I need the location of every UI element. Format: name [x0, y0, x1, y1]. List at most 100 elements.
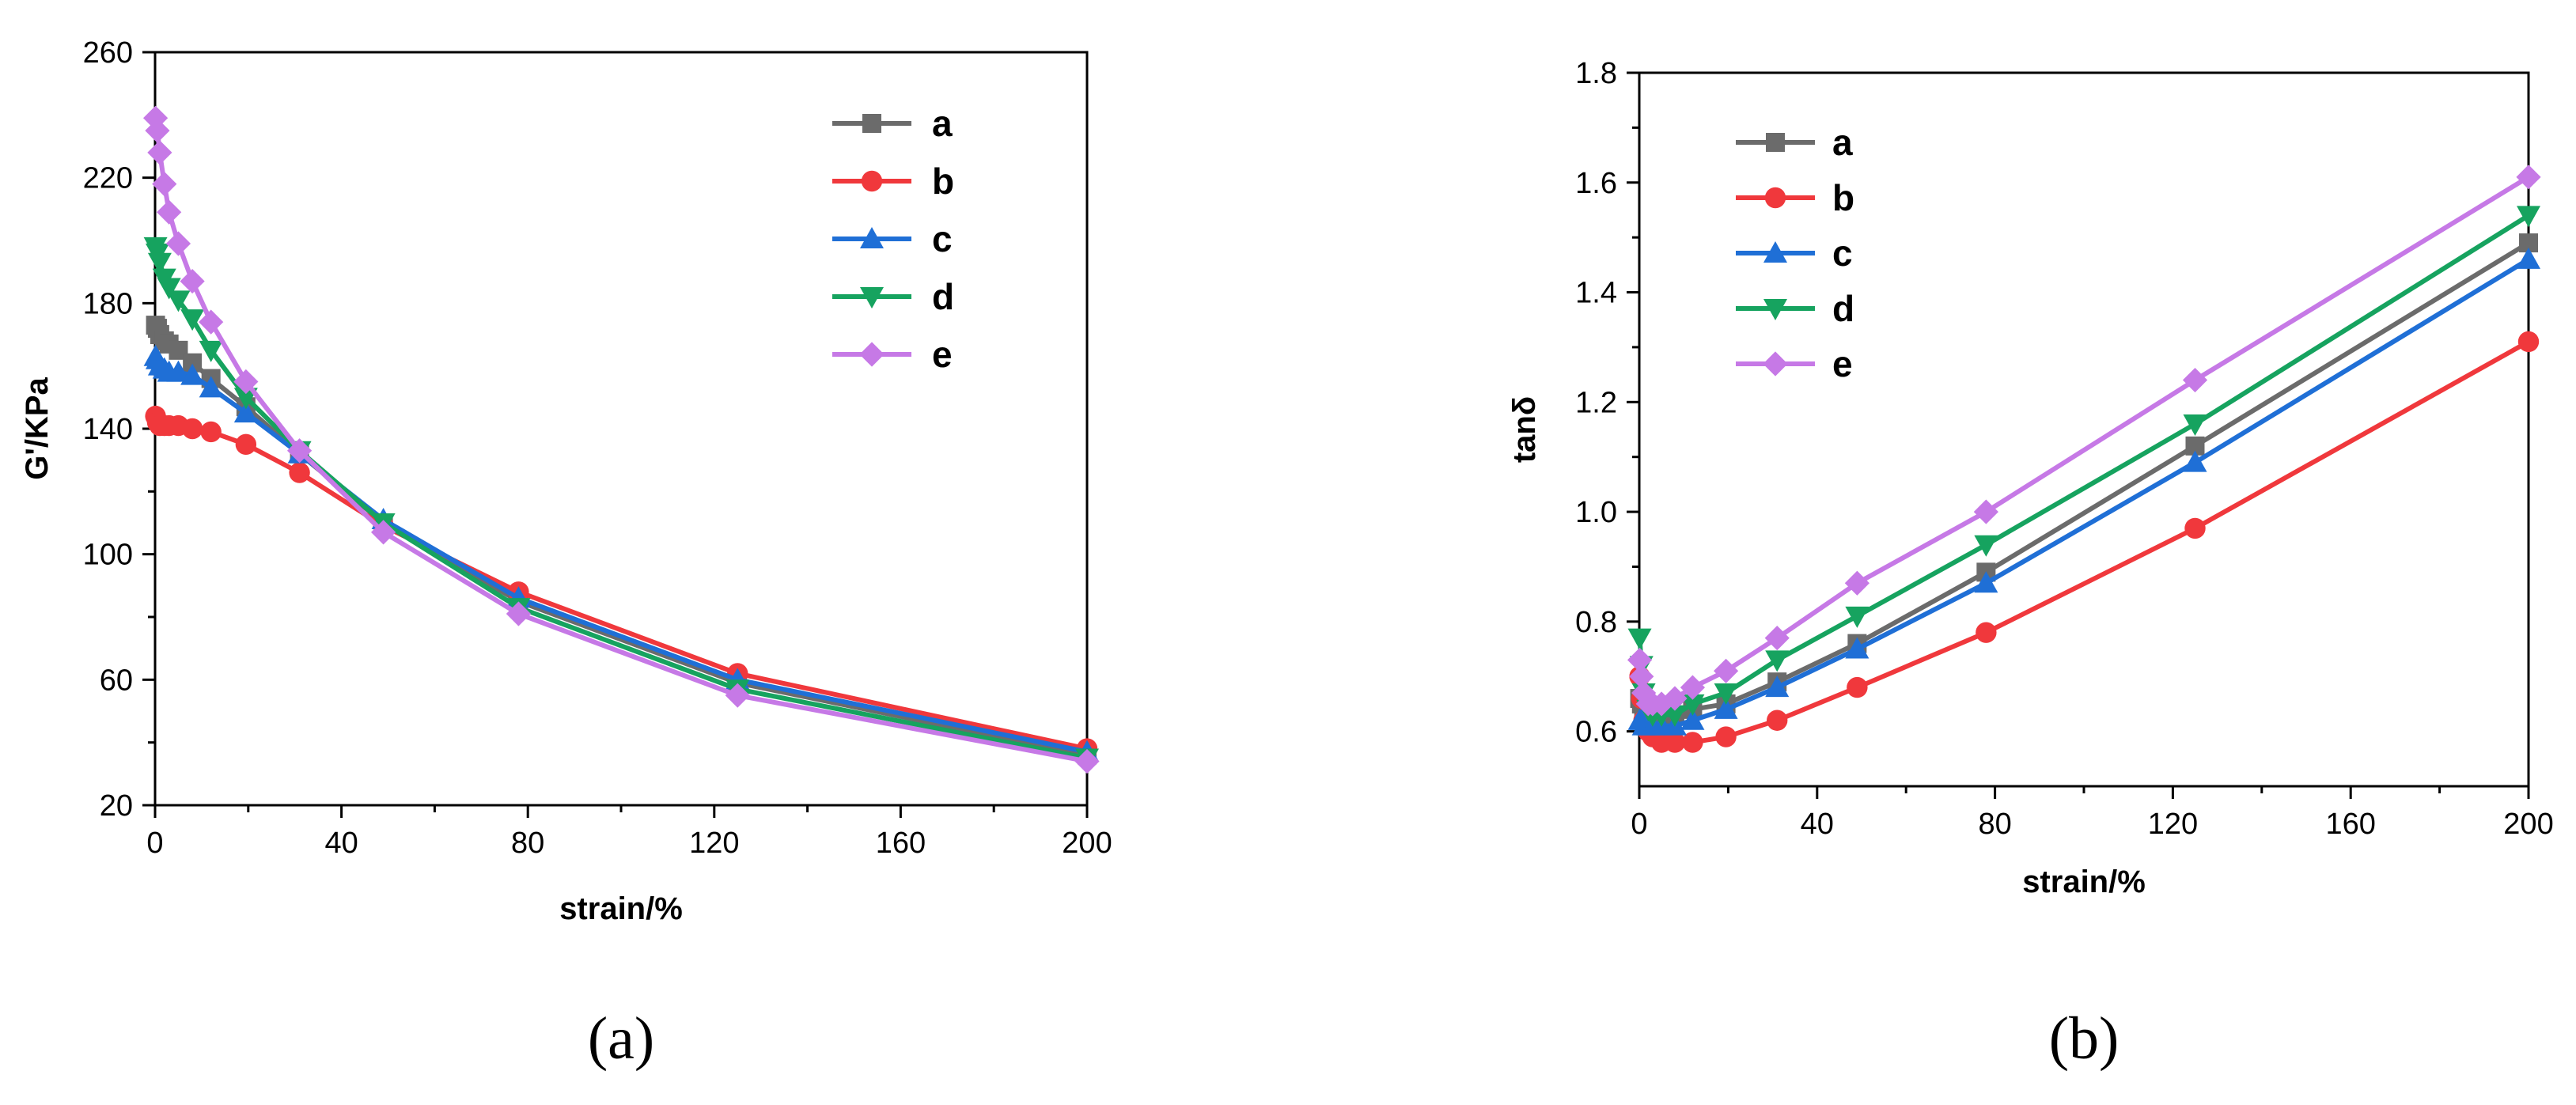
- data-point-e: [286, 438, 313, 464]
- data-point-e: [1973, 499, 1998, 524]
- data-point-e: [147, 140, 172, 165]
- x-tick-label: 80: [1978, 808, 2011, 841]
- data-point-e: [1629, 664, 1654, 689]
- y-tick-label: 1.8: [1575, 57, 1617, 90]
- y-tick-label: 180: [83, 287, 133, 320]
- x-tick-label: 0: [146, 827, 163, 860]
- y-tick-label: 0.6: [1575, 716, 1617, 749]
- data-point-d: [1662, 705, 1687, 727]
- data-point-c: [233, 401, 258, 423]
- series-c: [143, 344, 1099, 762]
- series-c: [1627, 247, 2540, 736]
- data-point-d: [1680, 694, 1705, 716]
- data-point-b: [181, 418, 203, 440]
- data-point-b: [1664, 732, 1686, 753]
- series-a: [146, 316, 1097, 765]
- data-point-c: [1680, 708, 1705, 730]
- data-point-e: [1627, 647, 1653, 673]
- x-tick-label: 160: [876, 827, 926, 860]
- data-point-e: [1662, 686, 1688, 711]
- y-tick-label: 1.6: [1575, 167, 1617, 200]
- x-tick-label: 40: [1801, 808, 1834, 841]
- data-point-e: [152, 172, 177, 197]
- legend-marker-c: [1763, 241, 1787, 263]
- x-tick-label: 80: [511, 827, 544, 860]
- legend-marker-c: [860, 227, 884, 248]
- y-tick-label: 0.8: [1575, 606, 1617, 639]
- data-point-e: [1074, 748, 1100, 774]
- data-point-e: [165, 231, 191, 256]
- data-point-e: [2182, 367, 2208, 393]
- series-line-e: [153, 117, 1088, 764]
- legend-label-e: e: [932, 334, 953, 375]
- legend-marker-e: [859, 342, 885, 367]
- data-point-b: [1976, 622, 1997, 643]
- data-point-b: [1682, 732, 1703, 753]
- data-point-b: [1715, 726, 1737, 747]
- data-point-e: [1713, 658, 1739, 683]
- x-tick-label: 40: [324, 827, 358, 860]
- x-tick-label: 200: [1062, 827, 1112, 860]
- y-axis-title: G'/KPa: [20, 377, 55, 479]
- data-point-d: [157, 278, 181, 300]
- data-point-d: [1845, 606, 1869, 628]
- chart-panel-a: 0 40 80 120 160 200 20 60 100 140 180 220 260 strain/…: [20, 36, 1112, 1072]
- data-point-d: [2517, 206, 2540, 228]
- data-point-c: [2183, 450, 2207, 472]
- data-point-e: [1844, 570, 1869, 596]
- data-point-e: [725, 683, 750, 708]
- y-tick-label: 220: [83, 162, 133, 195]
- data-point-e: [233, 369, 259, 395]
- data-point-e: [145, 118, 170, 143]
- data-point-c: [180, 363, 205, 385]
- y-tick-label: 1.4: [1575, 277, 1617, 310]
- data-point-e: [199, 309, 224, 335]
- data-point-b: [289, 462, 310, 483]
- data-point-e: [1680, 675, 1706, 700]
- legend-label-d: d: [932, 276, 954, 317]
- legend-label-b: b: [1832, 177, 1854, 218]
- legend-marker-a: [862, 114, 881, 133]
- legend-marker-b: [1764, 187, 1786, 209]
- data-point-b: [200, 421, 222, 443]
- data-point-d: [1765, 650, 1790, 672]
- series-b: [145, 405, 1098, 759]
- x-axis-title: strain/%: [559, 891, 683, 926]
- legend-marker-b: [861, 170, 883, 192]
- legend-label-d: d: [1832, 288, 1854, 329]
- chart-panel-b: 0 40 80 120 160 200 0.6 0.8 1.0 1.2 1.4 1.6 1.8 strai…: [1507, 57, 2554, 1072]
- legend-marker-d: [860, 287, 884, 308]
- data-point-d: [166, 290, 191, 312]
- series-line-c: [153, 355, 1088, 755]
- data-point-c: [1845, 637, 1869, 659]
- data-point-e: [180, 268, 205, 294]
- legend-label-a: a: [1832, 122, 1853, 163]
- data-point-c: [199, 376, 223, 398]
- data-point-d: [1714, 683, 1738, 706]
- series-line-a: [153, 324, 1088, 758]
- data-point-b: [2517, 331, 2540, 353]
- data-point-d: [199, 340, 223, 362]
- x-tick-label: 200: [2503, 808, 2553, 841]
- data-point-d: [233, 388, 258, 410]
- data-point-d: [1974, 535, 1998, 557]
- legend-marker-d: [1763, 299, 1787, 320]
- data-point-e: [2516, 165, 2541, 190]
- y-tick-label: 140: [83, 413, 133, 446]
- x-axis-title: strain/%: [2022, 865, 2146, 899]
- data-point-d: [180, 309, 205, 331]
- x-tick-label: 120: [2148, 808, 2198, 841]
- data-point-d: [2183, 414, 2207, 437]
- legend-marker-a: [1766, 133, 1785, 152]
- x-tick-label: 160: [2325, 808, 2375, 841]
- legend-marker-e: [1763, 351, 1788, 377]
- data-point-b: [1847, 676, 1868, 698]
- panel-label: (a): [588, 1005, 654, 1072]
- data-point-d: [147, 252, 172, 274]
- data-point-b: [2184, 517, 2206, 539]
- data-point-c: [166, 360, 191, 382]
- data-point-e: [157, 199, 182, 225]
